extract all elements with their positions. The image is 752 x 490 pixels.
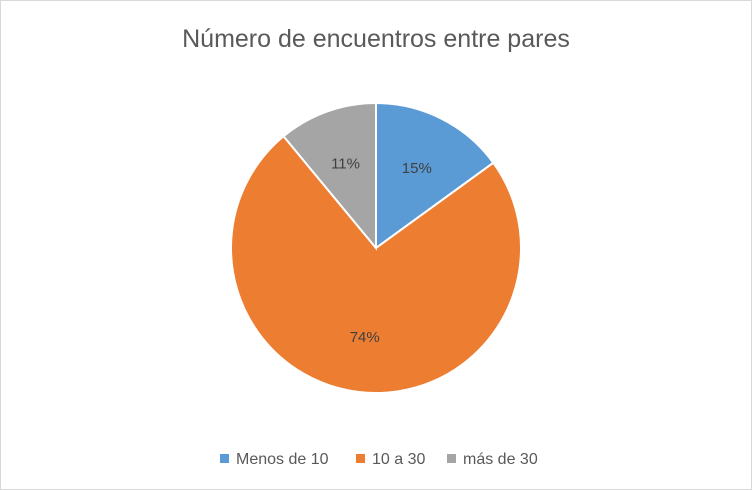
pie-slice-3 — [282, 101, 377, 251]
legend-swatch-2 — [356, 454, 365, 463]
legend-label-1: Menos de 10 — [236, 451, 329, 468]
data-label-1: 15% — [402, 160, 432, 177]
chart-title: Número de encuentros entre pares — [182, 25, 570, 53]
data-label-2: 74% — [350, 329, 380, 346]
data-labels: 15% 74% 11% — [331, 155, 432, 346]
pie-slices — [230, 101, 522, 394]
pie-slice-2 — [230, 134, 522, 394]
legend-label-3: más de 30 — [463, 451, 538, 468]
data-label-3: 11% — [331, 155, 360, 172]
legend: Menos de 10 10 a 30 más de 30 — [220, 451, 538, 468]
pie-slice-1 — [375, 101, 495, 250]
legend-swatch-1 — [220, 454, 229, 463]
legend-swatch-3 — [447, 454, 456, 463]
legend-label-2: 10 a 30 — [372, 451, 425, 468]
